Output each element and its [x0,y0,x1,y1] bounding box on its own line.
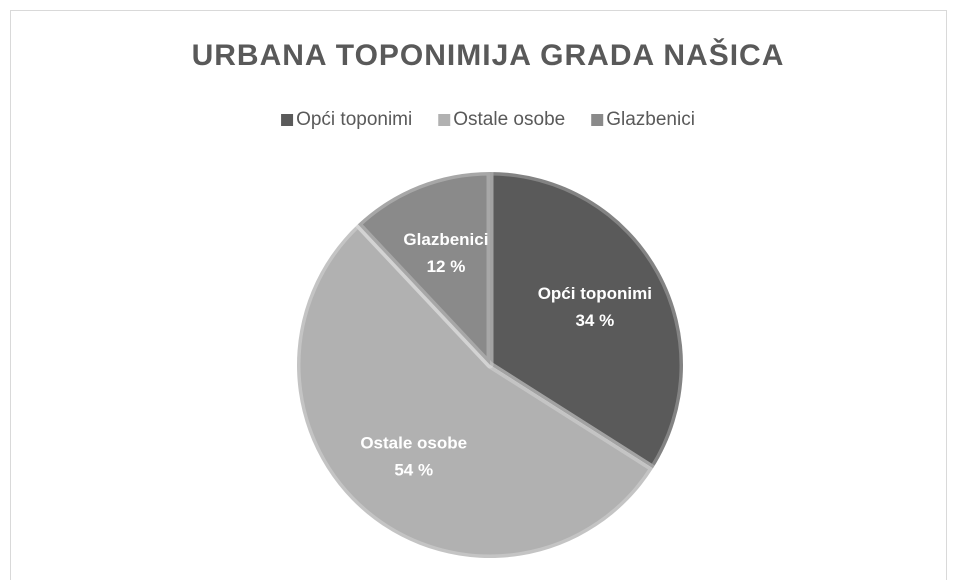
slice-label: Ostale osobe [360,434,467,453]
pie-slice [293,220,657,562]
legend-label: Glazbenici [606,109,695,130]
legend-label: Ostale osobe [453,109,565,130]
legend-label: Opći toponimi [296,109,412,130]
chart-title: URBANA TOPONIMIJA GRADA NAŠICA [192,38,785,72]
legend-swatch [591,114,604,126]
pie-slice [486,168,687,472]
slice-value-label: 54 % [394,461,433,480]
slice-value-label: 12 % [427,257,466,276]
slice-value-label: 34 % [575,311,614,330]
slice-label: Glazbenici [403,230,488,249]
legend-swatch [438,114,451,126]
legend: Opći toponimi Ostale osobe Glazbenici [281,109,695,130]
legend-swatch [281,114,294,126]
slice-label: Opći toponimi [538,284,652,303]
pie-slice [354,168,494,369]
